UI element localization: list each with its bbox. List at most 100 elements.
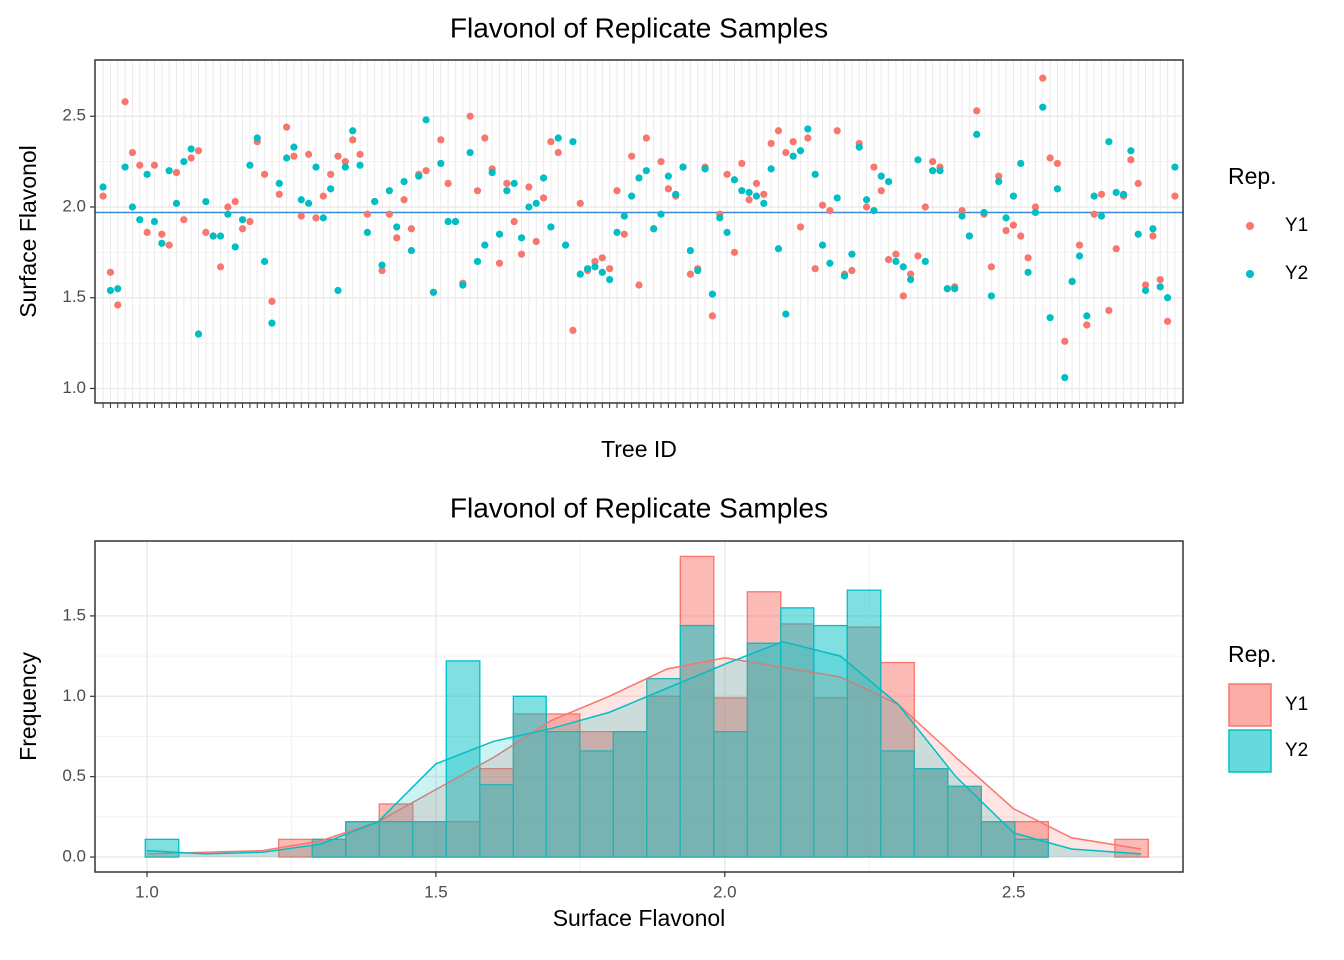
panel-border (94, 540, 1184, 873)
point (987, 263, 995, 271)
point (216, 232, 225, 240)
point (598, 254, 606, 262)
point (510, 179, 518, 188)
point (231, 197, 239, 206)
point (1024, 254, 1032, 262)
point (664, 185, 672, 193)
point (782, 148, 790, 157)
point (613, 228, 621, 237)
legend-key (1246, 222, 1254, 230)
point (995, 177, 1003, 186)
point (488, 168, 496, 177)
point (459, 281, 467, 289)
point (885, 256, 893, 264)
point (987, 292, 995, 300)
point (260, 170, 269, 178)
point (349, 127, 357, 135)
point (1017, 159, 1025, 168)
point (1024, 268, 1032, 276)
point (899, 292, 907, 300)
point (738, 187, 746, 195)
point (951, 285, 959, 293)
histogram-bar (545, 731, 581, 858)
histogram-bar (780, 607, 815, 858)
point (121, 98, 129, 106)
point (914, 156, 922, 164)
point (539, 174, 548, 182)
point (1149, 232, 1157, 240)
point (730, 176, 739, 184)
point (224, 210, 232, 218)
point (1127, 147, 1135, 155)
point (620, 230, 628, 238)
point (664, 172, 672, 180)
point (349, 136, 357, 144)
point (121, 163, 129, 171)
point (855, 143, 863, 151)
point (172, 168, 181, 177)
point (539, 194, 548, 202)
point (422, 116, 430, 124)
legend-key (1228, 683, 1272, 727)
point (591, 263, 599, 271)
point (1031, 208, 1040, 217)
point (158, 230, 166, 238)
point (679, 163, 687, 171)
point (158, 239, 166, 247)
legend-label: Y1 (1285, 215, 1308, 236)
point (1141, 281, 1150, 289)
point (554, 148, 562, 157)
point (268, 319, 276, 327)
point (1090, 192, 1098, 200)
point (165, 167, 173, 175)
point (532, 199, 540, 207)
point (1112, 188, 1120, 197)
point (569, 138, 577, 146)
point (899, 263, 907, 271)
point (503, 187, 511, 195)
density-area (147, 641, 1141, 858)
point (356, 150, 364, 158)
density-area (147, 657, 1141, 858)
point (128, 148, 137, 157)
point (202, 197, 210, 206)
chart-title: Flavonol of Replicate Samples (450, 492, 828, 523)
point (106, 286, 115, 295)
point (796, 223, 805, 231)
point (576, 199, 584, 207)
point (495, 259, 504, 267)
point (143, 228, 151, 237)
point (1061, 373, 1069, 382)
point (165, 241, 173, 249)
point (327, 185, 335, 193)
point (473, 257, 482, 266)
point (1002, 226, 1010, 235)
point (650, 225, 658, 233)
point (422, 167, 430, 175)
point (584, 265, 592, 273)
histogram-bar (378, 821, 414, 858)
point (1039, 74, 1047, 82)
point (907, 275, 915, 284)
point (547, 138, 555, 146)
point (525, 203, 533, 211)
point (283, 154, 291, 162)
point (1083, 321, 1091, 329)
point (437, 136, 445, 144)
point (1112, 245, 1120, 253)
point (466, 148, 474, 157)
point (532, 237, 540, 246)
point (642, 167, 650, 175)
point (914, 252, 922, 260)
point (407, 246, 416, 255)
point (143, 170, 151, 178)
point (1075, 241, 1084, 249)
point (1119, 190, 1128, 198)
point (1031, 203, 1040, 211)
point (290, 152, 298, 160)
point (774, 245, 783, 253)
point (892, 257, 900, 266)
point (995, 172, 1003, 180)
point (1009, 221, 1018, 229)
